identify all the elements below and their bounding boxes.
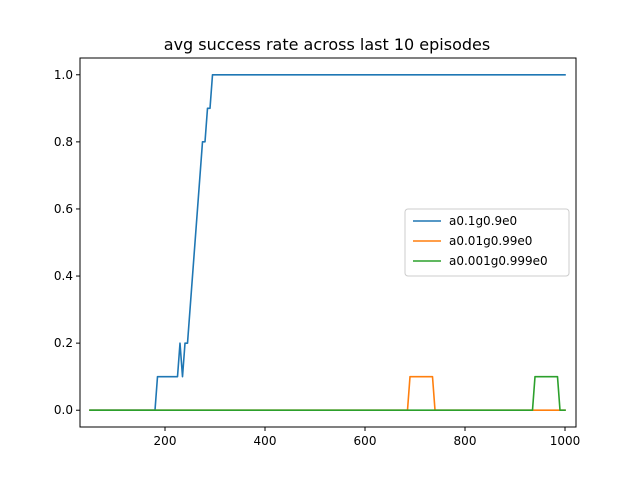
x-tick-label-1000: 1000	[550, 434, 581, 448]
series-line-1	[89, 73, 566, 412]
x-tick-label-800: 800	[454, 434, 477, 448]
legend: a0.1g0.9e0 a0.01g0.99e0 a0.001g0.999e0	[404, 208, 570, 277]
legend-box	[404, 208, 570, 277]
series-line-2	[89, 375, 566, 412]
y-tick-label-2: 0.4	[54, 269, 73, 283]
series-line-3	[89, 375, 566, 412]
x-axis: 200 400 600 800 1000	[154, 427, 581, 448]
y-axis: 0.0 0.2 0.4 0.6 0.8 1.0	[54, 68, 80, 417]
plot-frame	[79, 57, 577, 428]
y-tick-label-5: 1.0	[54, 68, 73, 82]
legend-label-3: a0.001g0.999e0	[449, 254, 548, 268]
series-layer	[89, 73, 566, 412]
y-tick-label-0: 0.0	[54, 403, 73, 417]
x-tick-label-200: 200	[154, 434, 177, 448]
x-tick-label-400: 400	[254, 434, 277, 448]
legend-label-1: a0.1g0.9e0	[449, 214, 517, 228]
y-tick-label-1: 0.2	[54, 336, 73, 350]
y-tick-label-3: 0.6	[54, 202, 73, 216]
x-tick-label-600: 600	[354, 434, 377, 448]
legend-label-2: a0.01g0.99e0	[449, 234, 532, 248]
y-tick-label-4: 0.8	[54, 135, 73, 149]
chart-title: avg success rate across last 10 episodes	[164, 35, 490, 54]
